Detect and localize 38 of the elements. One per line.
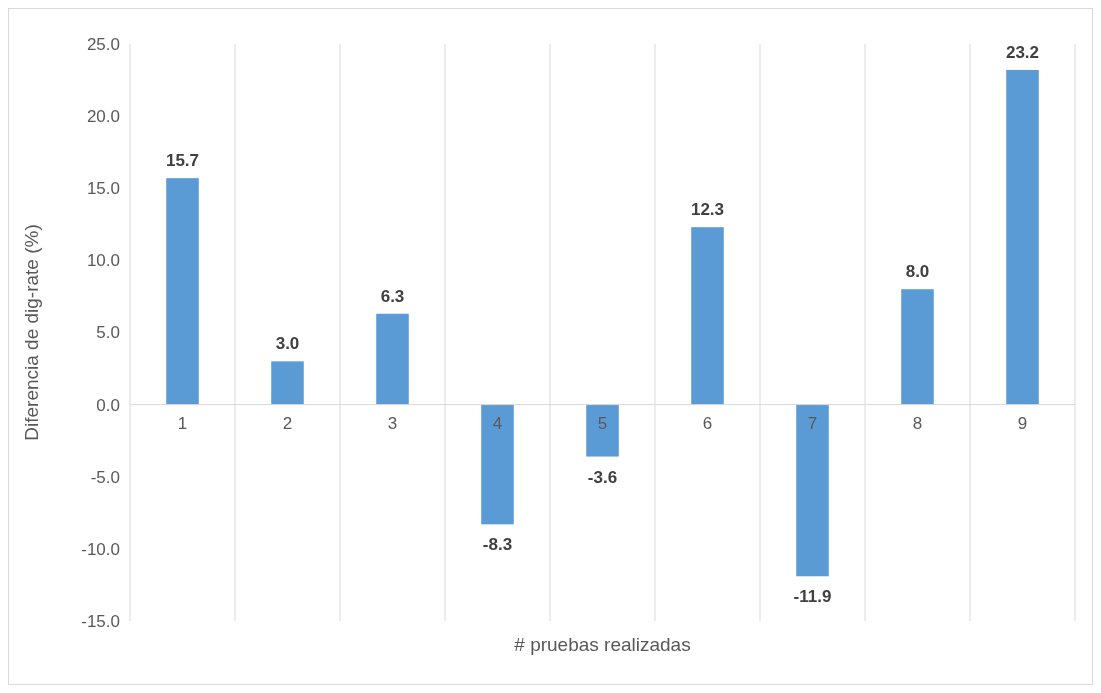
x-tick-label: 9 [1017,413,1028,433]
bar [166,178,199,405]
x-tick-label: 1 [177,413,188,433]
data-label: -11.9 [793,587,832,607]
data-label: 8.0 [905,262,930,282]
x-tick-label: 6 [702,413,713,433]
y-tick-label: -10.0 [81,539,120,559]
x-tick-label: 4 [492,413,503,433]
y-tick-label: -5.0 [90,467,120,487]
data-label: -8.3 [482,535,513,555]
x-tick-label: 8 [912,413,923,433]
y-axis-title: Diferencia de dig-rate (%) [21,224,42,441]
y-tick-label: -15.0 [81,611,120,631]
bar [586,404,619,457]
y-tick-label: 0.0 [96,395,120,415]
y-tick-label: 15.0 [86,179,120,199]
data-label: -3.6 [587,467,618,487]
data-label: 23.2 [1005,42,1040,62]
bar [901,289,934,405]
y-tick-label: 5.0 [96,323,120,343]
y-tick-label: 20.0 [86,107,120,127]
bar [481,404,514,525]
y-tick-label: 25.0 [86,34,120,54]
bar [691,227,724,405]
bar [271,361,304,405]
data-label: 6.3 [380,286,405,306]
data-label: 12.3 [690,200,725,220]
bar [796,404,829,577]
x-tick-label: 7 [807,413,818,433]
x-tick-label: 2 [282,413,293,433]
bar [1006,69,1039,405]
x-tick-label: 3 [387,413,398,433]
bar [376,313,409,405]
x-axis-title: # pruebas realizadas [514,634,691,655]
x-tick-label: 5 [597,413,608,433]
y-tick-label: 10.0 [86,251,120,271]
data-label: 15.7 [165,151,200,171]
data-label: 3.0 [275,334,300,354]
